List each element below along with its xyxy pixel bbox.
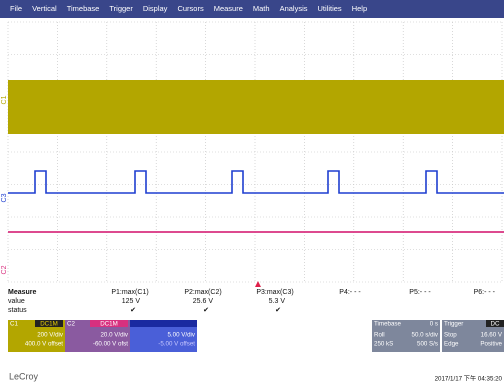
param-value: 25.6 V <box>193 298 214 305</box>
menu-item[interactable]: Cursors <box>177 4 204 13</box>
param-name: P5:- - - <box>409 289 431 296</box>
row-label: value <box>8 298 25 305</box>
menu-item[interactable]: Math <box>253 4 270 13</box>
param-name: P3:max(C3) <box>256 289 293 296</box>
trig-title: Trigger <box>444 321 463 328</box>
desc-scale: 20.0 V/div <box>100 332 128 339</box>
trigger-marker <box>255 281 261 287</box>
desc-coupling: DC1M <box>100 321 118 328</box>
c3-marker: C3 <box>1 193 8 202</box>
trace-c1 <box>8 80 504 134</box>
param-name: P1:max(C1) <box>111 289 148 296</box>
timestamp: 2017/1/17 下午 04:35:20 <box>435 375 503 383</box>
tb-mode: Roll <box>374 332 385 339</box>
trig-slope: Positive <box>480 341 502 348</box>
desc-coupling: DC1M <box>40 321 58 328</box>
desc-offset: -60.00 V ofst <box>93 341 128 348</box>
tb-delay: 0 s <box>430 321 438 328</box>
trig-level: 16.60 V <box>481 332 503 339</box>
menu-item[interactable]: Utilities <box>318 4 342 13</box>
trig-mode: Stop <box>444 332 457 339</box>
param-status: ✔ <box>275 307 281 314</box>
row-label: status <box>8 307 27 314</box>
param-status: ✔ <box>203 307 209 314</box>
desc-scale: 200 V/div <box>37 332 64 339</box>
menu-item[interactable]: Analysis <box>280 4 308 13</box>
measure-title: Measure <box>8 289 37 296</box>
trace-c3 <box>8 170 504 194</box>
param-status: ✔ <box>130 307 136 314</box>
trig-type: Edge <box>444 341 459 348</box>
c1-marker: C1 <box>1 95 8 104</box>
menu-bar <box>0 0 504 18</box>
c1-coupling-box <box>35 320 63 327</box>
trig-coupling-box <box>486 320 504 327</box>
param-name: P4:- - - <box>339 289 361 296</box>
menu-item[interactable]: Trigger <box>109 4 133 13</box>
timebase-box[interactable] <box>372 320 440 352</box>
tb-rate: 500 S/s <box>417 341 438 348</box>
desc-offset: -5.00 V offset <box>158 341 195 348</box>
menu-item[interactable]: Vertical <box>32 4 57 13</box>
menu-item[interactable]: Help <box>352 4 367 13</box>
c2-marker: C2 <box>1 265 8 274</box>
c2-coupling-box <box>90 320 128 327</box>
param-name: P2:max(C2) <box>184 289 221 296</box>
menu-item[interactable]: Measure <box>214 4 243 13</box>
brand: LeCroy <box>9 371 39 381</box>
desc-label: C2 <box>67 321 75 328</box>
tb-samples: 250 kS <box>374 341 393 348</box>
menu-item[interactable]: Display <box>143 4 168 13</box>
param-value: 5.3 V <box>269 298 286 305</box>
trig-coupling: DC <box>491 321 500 328</box>
param-value: 125 V <box>122 298 141 305</box>
menu-item[interactable]: File <box>10 4 22 13</box>
desc-scale: 5.00 V/div <box>167 332 195 339</box>
tb-title: Timebase <box>374 321 401 328</box>
menu-item[interactable]: Timebase <box>67 4 100 13</box>
tb-scale: 50.0 s/div <box>412 332 439 339</box>
desc-label: C1 <box>10 321 18 328</box>
c3-header <box>130 320 197 327</box>
param-name: P6:- - - <box>474 289 496 296</box>
desc-offset: 400.0 V offset <box>25 341 63 348</box>
